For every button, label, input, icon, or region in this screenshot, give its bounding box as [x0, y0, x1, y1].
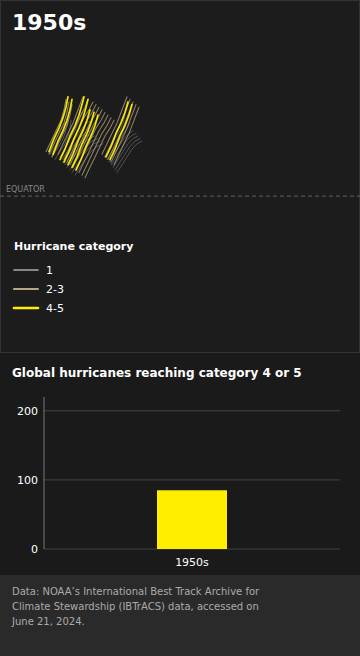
equator-label: EQUATOR	[6, 185, 45, 194]
map-title: 1950s	[12, 10, 86, 35]
footnote-background	[0, 575, 360, 656]
legend-swatch	[14, 307, 38, 310]
footnote-panel: Data: NOAA’s International Best Track Ar…	[0, 575, 360, 656]
hurricane-track	[53, 99, 72, 154]
bars	[157, 490, 227, 549]
hurricane-track	[79, 115, 108, 173]
hurricane-track	[76, 115, 98, 170]
y-tick-label: 100	[17, 474, 38, 487]
track-series	[49, 97, 132, 170]
legend-label: 1	[46, 264, 53, 277]
track-series	[46, 97, 139, 178]
y-axis-line	[44, 397, 45, 549]
legend-label: 4-5	[46, 302, 64, 315]
map-panel: EQUATOR 1950s Hurricane category 1 2-3 4-5	[0, 0, 360, 353]
chart-title: Global hurricanes reaching category 4 or…	[12, 366, 302, 380]
footnote: Data: NOAA’s International Best Track Ar…	[11, 586, 260, 627]
y-tick-label: 0	[31, 543, 38, 556]
legend: Hurricane category 1 2-3 4-5	[14, 240, 133, 315]
x-tick-label: 1950s	[175, 556, 209, 569]
hurricane-track	[111, 105, 136, 163]
map-frame	[1, 1, 360, 353]
hurricane-track	[110, 105, 132, 160]
y-tick-label: 200	[17, 405, 38, 418]
map-area	[0, 0, 360, 353]
bar-panel: Global hurricanes reaching category 4 or…	[12, 366, 340, 569]
legend-label: 2-3	[46, 283, 64, 296]
hurricane-track	[106, 102, 128, 157]
hurricane-track	[76, 112, 105, 170]
hurricane-track	[68, 110, 90, 165]
tracks	[46, 97, 142, 178]
background	[0, 0, 360, 656]
grid-line	[44, 410, 340, 411]
figure: EQUATOR 1950s Hurricane category 1 2-3 4-5 Glo…	[0, 0, 360, 656]
grid-line	[44, 479, 340, 480]
bar	[157, 490, 227, 549]
legend-title: Hurricane category	[14, 240, 133, 253]
hurricane-track	[114, 107, 139, 165]
hurricane-track	[72, 112, 94, 167]
legend-swatch	[14, 269, 38, 271]
hurricane-track	[117, 141, 142, 172]
legend-swatch	[14, 288, 38, 290]
equator-line	[0, 196, 360, 197]
